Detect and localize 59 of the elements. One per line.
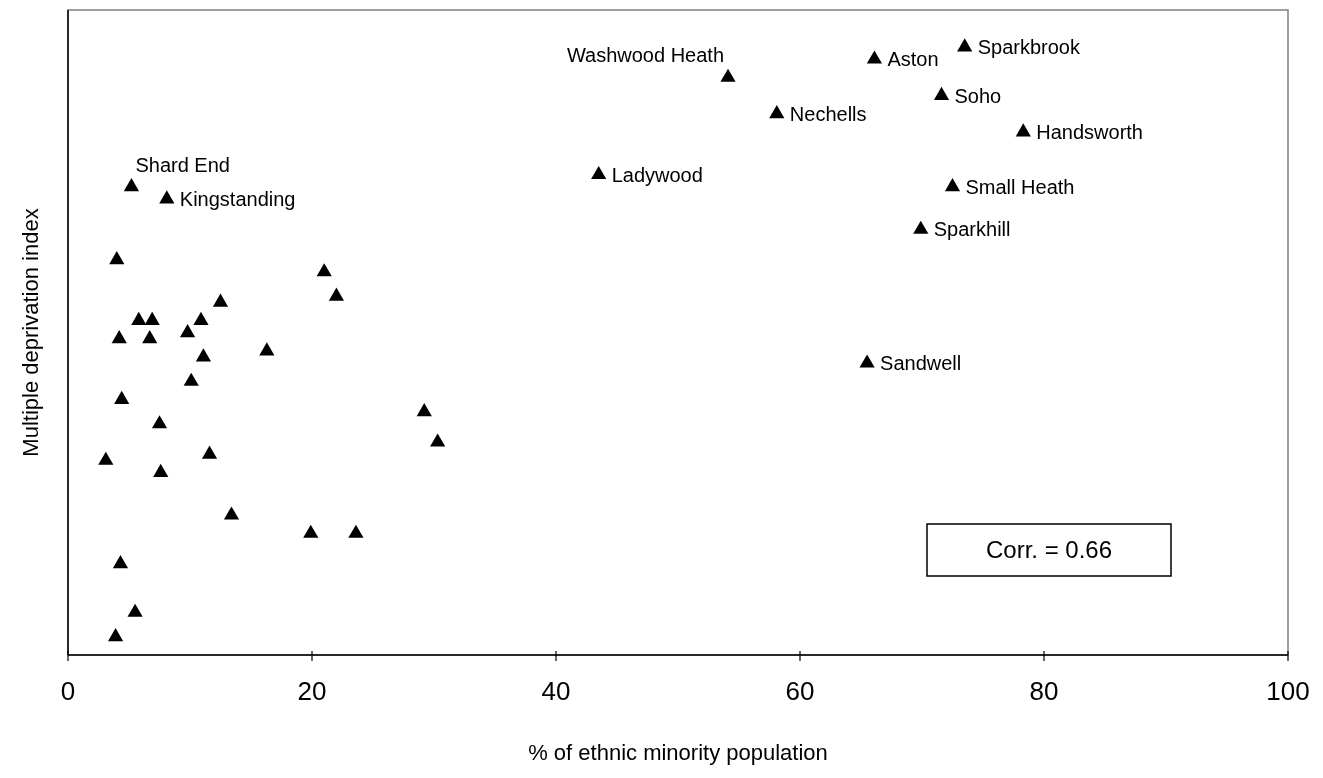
x-tick-label: 20 — [297, 676, 327, 706]
annotation: Aston — [887, 48, 939, 71]
point — [259, 342, 275, 356]
point — [416, 403, 432, 417]
point — [316, 263, 332, 277]
point — [328, 287, 344, 301]
annotation: Soho — [954, 84, 1002, 107]
point — [591, 165, 607, 180]
point — [114, 390, 130, 405]
annotation: Sparkbrook — [977, 36, 1081, 58]
annotation: Kingstanding — [179, 188, 296, 210]
point — [183, 372, 199, 386]
point — [348, 524, 364, 538]
x-tick-label: 0 — [60, 676, 76, 706]
point — [193, 311, 209, 325]
point — [859, 354, 875, 368]
point — [957, 38, 973, 52]
point — [127, 603, 143, 617]
point — [112, 555, 129, 569]
point — [142, 330, 158, 344]
point — [179, 323, 196, 338]
annotation: Nechells — [789, 102, 867, 125]
annotation: Sandwell — [880, 352, 962, 375]
annotation: Ladywood — [611, 163, 703, 186]
x-tick-label: 100 — [1266, 676, 1310, 706]
annotation: Small Heath — [965, 175, 1075, 198]
point — [123, 178, 140, 192]
x-axis-title: % of ethnic minority population — [528, 740, 828, 765]
point — [944, 178, 961, 192]
annotation: Handsworth — [1036, 121, 1143, 144]
point — [303, 524, 319, 538]
point — [223, 506, 240, 520]
point — [98, 451, 114, 465]
point — [153, 463, 169, 477]
y-axis-title: Multiple deprivation index — [18, 208, 43, 457]
x-tick-label: 60 — [785, 676, 815, 706]
point — [212, 293, 229, 307]
point — [720, 68, 736, 82]
point — [151, 415, 168, 429]
annotation: Sparkhill — [933, 218, 1011, 241]
point — [195, 348, 212, 362]
point — [430, 433, 446, 447]
point — [933, 86, 950, 101]
annotation: Washwood Heath — [566, 44, 725, 67]
annotation: Shard End — [135, 153, 230, 176]
point — [1015, 123, 1031, 137]
point — [769, 105, 785, 119]
point — [131, 311, 147, 325]
point — [913, 220, 929, 234]
point — [144, 311, 160, 325]
x-tick-label: 80 — [1029, 676, 1059, 706]
point — [201, 445, 218, 459]
point — [866, 50, 883, 64]
annotation: Corr. = 0.66 — [985, 536, 1113, 564]
point — [111, 330, 127, 344]
point — [107, 627, 124, 642]
point — [159, 190, 175, 204]
point — [109, 251, 125, 265]
x-tick-label: 40 — [541, 676, 571, 706]
